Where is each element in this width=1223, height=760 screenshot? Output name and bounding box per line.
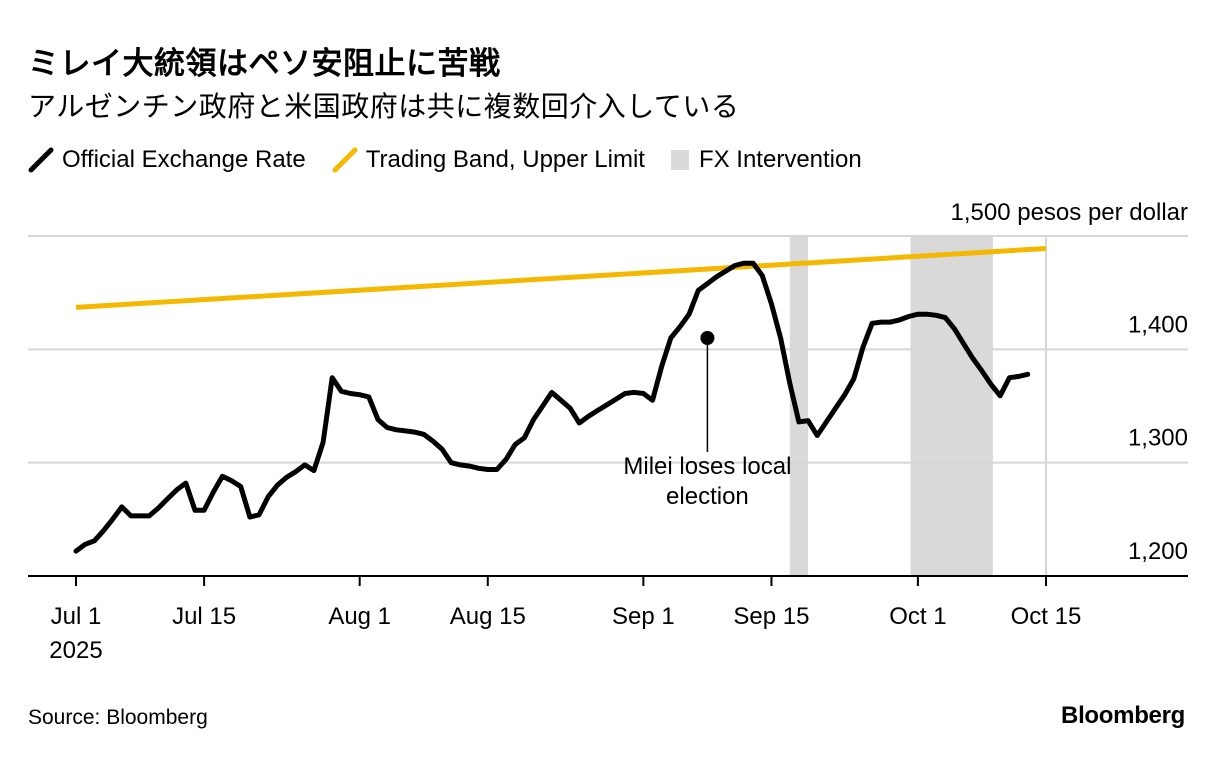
y-tick-label-1300: 1,300 [1128,425,1188,452]
x-tick-label-92: Oct 1 [889,603,946,630]
legend: Official Exchange Rate Trading Band, Upp… [28,146,888,174]
x-tick-label-76: Sep 15 [733,603,809,630]
y-tick-label-1500: 1,500 pesos per dollar [951,199,1189,226]
x-tick-label-0: Jul 1 [51,603,102,630]
x-tick-label-14: Jul 15 [172,603,236,630]
annotation-label-line1: Milei loses local [623,453,791,480]
legend-item-official: Official Exchange Rate [28,146,306,174]
legend-line-black-icon [28,147,54,173]
x-tick-sublabel-0: 2025 [49,637,102,664]
bloomberg-logo: Bloomberg [1061,702,1185,729]
legend-item-intervention: FX Intervention [670,146,862,174]
trading-band-line [75,245,1047,310]
legend-line-yellow-icon [332,147,358,173]
x-tick-label-62: Sep 1 [612,603,675,630]
legend-label-official: Official Exchange Rate [62,146,306,173]
page-subtitle: アルゼンチン政府と米国政府は共に複数回介入している [28,90,740,123]
legend-box-gray-icon [670,150,689,170]
y-tick-label-1200: 1,200 [1128,538,1188,565]
annotation-marker-1 [700,331,715,345]
intervention-region-1 [789,236,809,576]
page-title: ミレイ大統領はペソ安阻止に苦戦 [28,46,501,82]
annotation-label-line2: election [666,483,749,510]
intervention-region-2 [910,236,993,576]
official-rate-line [73,260,1031,554]
legend-label-intervention: FX Intervention [698,146,862,173]
x-tick-label-31: Aug 1 [328,603,391,630]
x-tick-label-45: Aug 15 [450,603,526,630]
source-note: Source: Bloomberg [28,706,208,729]
x-tick-label-106: Oct 15 [1011,603,1082,630]
y-tick-label-1400: 1,400 [1128,311,1188,338]
legend-label-band: Trading Band, Upper Limit [365,146,645,173]
legend-item-band: Trading Band, Upper Limit [332,146,645,174]
